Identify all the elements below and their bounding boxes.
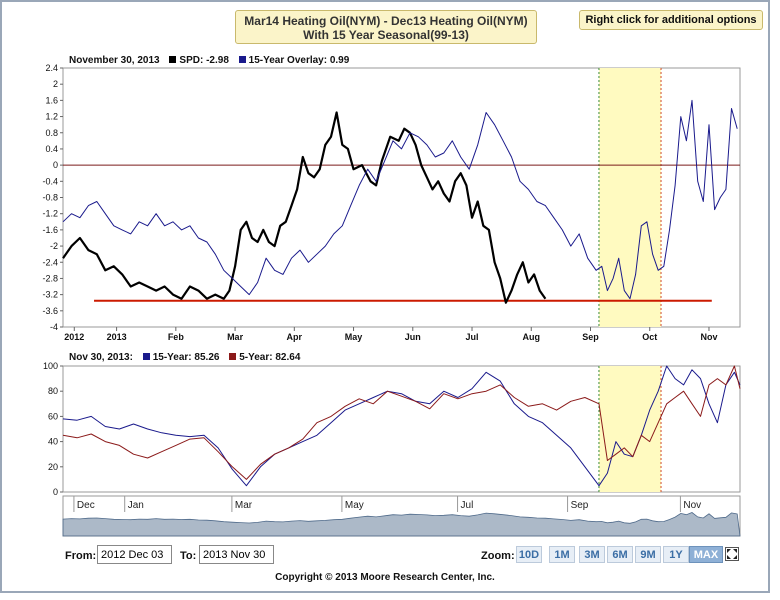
top-chart-y-tick-label: -2	[50, 241, 58, 251]
copyright-text: Copyright © 2013 Moore Research Center, …	[275, 572, 495, 583]
navigator-label: Jul	[461, 500, 474, 511]
overlay-label: 15-Year Overlay:	[248, 55, 328, 66]
bottom-chart-y-tick-label: 20	[48, 462, 58, 472]
spd-swatch-icon	[169, 56, 177, 63]
top-chart-x-tick-label: 2013	[107, 332, 127, 342]
top-chart-y-tick-label: -3.6	[42, 306, 58, 316]
five-year-label: 5-Year:	[239, 352, 273, 363]
top-chart-x-tick-label: Mar	[227, 332, 244, 342]
top-chart-x-tick-label: Oct	[642, 332, 657, 342]
navigator-label: Jan	[128, 500, 144, 511]
bottom-chart-y-tick-label: 60	[48, 411, 58, 421]
top-chart-x-tick-label: Nov	[700, 332, 717, 342]
top-chart-y-tick-label: -0.8	[42, 193, 58, 203]
top-chart-y-tick-label: 0	[53, 160, 58, 170]
bottom-legend: Nov 30, 2013: 15-Year: 85.26 5-Year: 82.…	[69, 352, 300, 363]
top-chart-series-15-year-overlay	[62, 99, 738, 300]
top-chart-highlight-band	[598, 68, 662, 327]
zoom-button-1y[interactable]: 1Y	[663, 546, 689, 563]
chart-svg[interactable]: 2.4 2 1.6 1.2 0.8 0.4 0 -0.4 -0.8 -1.2 -1.6 -2 -2.4 -…	[0, 0, 780, 540]
to-date-input[interactable]	[199, 545, 274, 564]
from-label: From:	[65, 550, 97, 562]
bottom-chart-y-tick-label: 80	[48, 386, 58, 396]
top-chart-y-tick-label: -3.2	[42, 290, 58, 300]
zoom-button-max[interactable]: MAX	[689, 546, 723, 563]
bottom-legend-date: Nov 30, 2013:	[69, 352, 133, 363]
to-label: To:	[180, 550, 197, 562]
zoom-button-6m[interactable]: 6M	[607, 546, 633, 563]
bottom-chart-highlight-band	[598, 366, 662, 492]
spd-value: -2.98	[206, 55, 229, 66]
five-year-value: 82.64	[275, 352, 301, 363]
navigator-label: Sep	[571, 500, 589, 511]
overlay-swatch-icon	[238, 56, 246, 63]
right-click-options-button[interactable]: Right click for additional options	[579, 10, 763, 30]
zoom-label: Zoom:	[481, 550, 515, 562]
top-chart-y-tick-label: 2.4	[45, 63, 58, 73]
zoom-button-10d[interactable]: 10D	[516, 546, 542, 563]
top-chart-y-tick-label: -4	[50, 322, 58, 332]
navigator-label: Mar	[235, 500, 253, 511]
chart-title-line2: With 15 Year Seasonal(99-13)	[303, 28, 469, 42]
top-chart-x-tick-label: May	[345, 332, 363, 342]
top-chart-y-tick-label: -0.4	[42, 176, 58, 186]
five-year-swatch-icon	[229, 353, 237, 360]
top-legend: November 30, 2013 SPD: -2.98 15-Year Ove…	[69, 55, 349, 66]
bottom-chart-y-tick-label: 0	[53, 487, 58, 497]
top-chart-x-tick-label: Sep	[582, 332, 599, 342]
top-chart-x-tick-label: Jul	[466, 332, 479, 342]
spd-label: SPD:	[179, 55, 204, 66]
bottom-chart-y-tick-label: 100	[43, 361, 58, 371]
overlay-value: 0.99	[329, 55, 350, 66]
navigator-label: Nov	[683, 500, 701, 511]
top-chart-x-tick-label: Aug	[523, 332, 541, 342]
top-chart-y-tick-label: -1.6	[42, 225, 58, 235]
zoom-button-9m[interactable]: 9M	[635, 546, 661, 563]
top-chart-y-tick-label: -1.2	[42, 209, 58, 219]
fifteen-year-swatch-icon	[142, 353, 150, 360]
top-legend-date: November 30, 2013	[69, 55, 160, 66]
bottom-chart-y-tick-label: 40	[48, 437, 58, 447]
fifteen-year-label: 15-Year:	[152, 352, 192, 363]
top-chart-series-spd	[62, 111, 547, 304]
top-chart-x-tick-label: Jun	[405, 332, 421, 342]
top-chart-x-tick-label: Feb	[168, 332, 185, 342]
navigator-area	[62, 512, 741, 537]
chart-title-line1: Mar14 Heating Oil(NYM) - Dec13 Heating O…	[244, 14, 528, 28]
top-chart-y-tick-label: 2	[53, 79, 58, 89]
top-chart-y-tick-label: 0.4	[45, 144, 58, 154]
chart-title: Mar14 Heating Oil(NYM) - Dec13 Heating O…	[235, 10, 537, 44]
top-chart-y-tick-label: -2.4	[42, 257, 58, 267]
fifteen-year-value: 85.26	[194, 352, 220, 363]
from-date-input[interactable]	[97, 545, 172, 564]
top-chart-y-tick-label: 0.8	[45, 128, 58, 138]
zoom-button-1m[interactable]: 1M	[549, 546, 575, 563]
bottom-chart-series-15-year	[62, 365, 741, 487]
expand-icon[interactable]	[725, 547, 739, 561]
zoom-button-3m[interactable]: 3M	[579, 546, 605, 563]
navigator-label: May	[345, 500, 364, 511]
bottom-chart-series-5-year	[62, 365, 741, 480]
top-chart-y-tick-label: 1.2	[45, 112, 58, 122]
top-chart-x-tick-label: Apr	[287, 332, 303, 342]
top-chart-y-tick-label: -2.8	[42, 273, 58, 283]
top-chart-y-tick-label: 1.6	[45, 95, 58, 105]
navigator-label: Dec	[77, 500, 95, 511]
top-chart-x-tick-label: 2012	[64, 332, 84, 342]
